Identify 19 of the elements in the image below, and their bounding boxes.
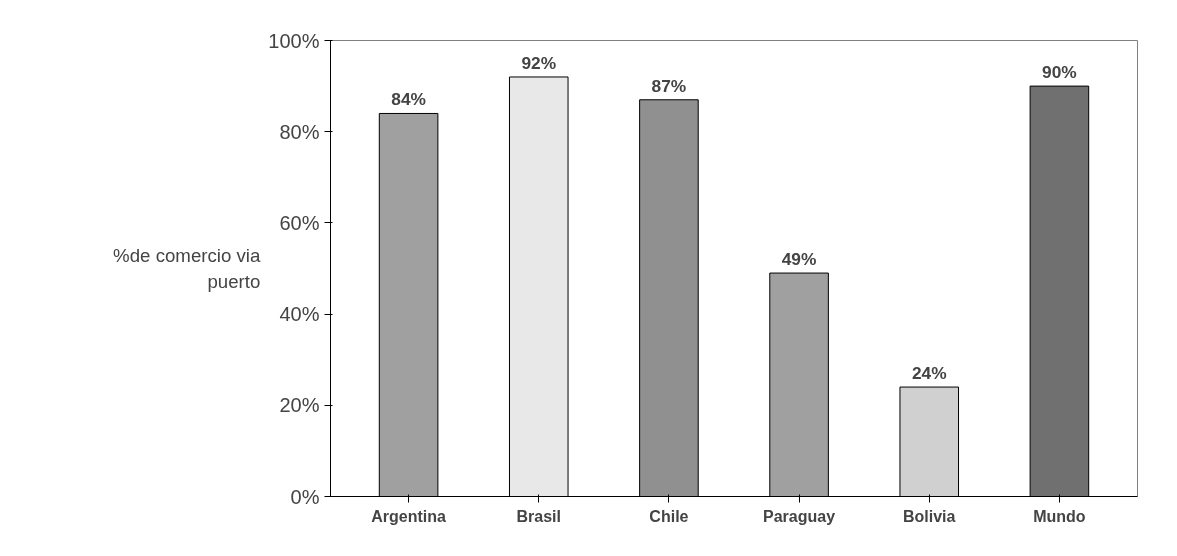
data-label: 92% (521, 52, 557, 73)
y-tick-label: 0% (290, 485, 320, 508)
x-tick-label: Mundo (1033, 507, 1086, 525)
data-label: 24% (911, 363, 947, 384)
y-axis-title: %de comercio via puerto (113, 245, 261, 292)
y-tick-label: 80% (279, 120, 320, 143)
x-tick-label: Argentina (371, 507, 447, 525)
y-tick-label: 60% (279, 211, 320, 234)
y-tick-label: 40% (279, 303, 320, 326)
y-tick-label: 100% (268, 29, 320, 52)
x-tick-label: Chile (649, 507, 689, 525)
x-tick-label: Brasil (516, 507, 561, 525)
data-label: 84% (391, 89, 426, 110)
data-label: 87% (651, 75, 687, 96)
x-tick-label: Paraguay (763, 507, 836, 525)
y-tick-label: 20% (279, 394, 320, 417)
data-label: 49% (781, 249, 817, 270)
data-label: 90% (1042, 62, 1077, 83)
x-tick-label: Bolivia (903, 507, 956, 525)
